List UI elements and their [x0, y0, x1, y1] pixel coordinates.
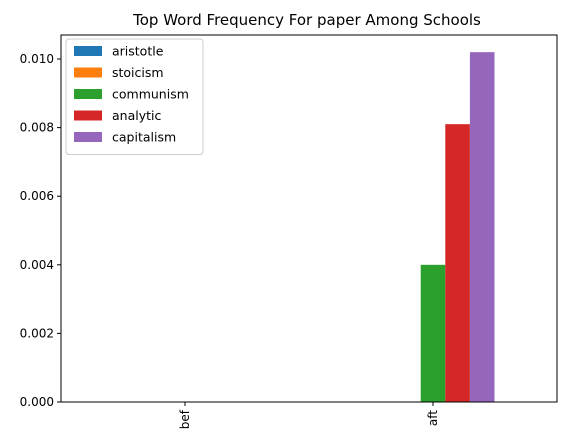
legend-label-capitalism: capitalism [112, 130, 176, 145]
y-tick-label: 0.002 [20, 326, 54, 340]
bar-analytic-aft [445, 124, 470, 403]
legend-swatch-stoicism [74, 67, 102, 78]
y-tick-label: 0.000 [20, 395, 54, 409]
y-tick-label: 0.008 [20, 121, 54, 135]
legend-label-analytic: analytic [112, 108, 161, 123]
y-tick-label: 0.004 [20, 258, 54, 272]
legend-label-aristotle: aristotle [112, 44, 164, 59]
legend-swatch-aristotle [74, 46, 102, 56]
legend-swatch-capitalism [74, 132, 102, 142]
axes-group: 0.000 0.002 0.004 0.006 0.008 0.010 bef aft [20, 34, 558, 429]
bars-group [420, 52, 495, 403]
legend-label-communism: communism [112, 87, 189, 102]
y-tick-label: 0.006 [20, 189, 54, 203]
legend-label-stoicism: stoicism [112, 65, 164, 80]
bar-capitalism-aft [469, 52, 495, 402]
bar-communism-aft [420, 264, 446, 402]
x-tick-label: aft [426, 410, 440, 426]
x-tick-label: bef [178, 409, 192, 429]
chart-title: Top Word Frequency For paper Among Schoo… [132, 11, 481, 29]
legend: aristotle stoicism communism analytic capita… [65, 38, 204, 155]
legend-swatch-communism [74, 89, 102, 99]
plot-frame [60, 34, 558, 403]
y-tick-label: 0.010 [20, 52, 54, 66]
legend-swatch-analytic [74, 110, 102, 121]
